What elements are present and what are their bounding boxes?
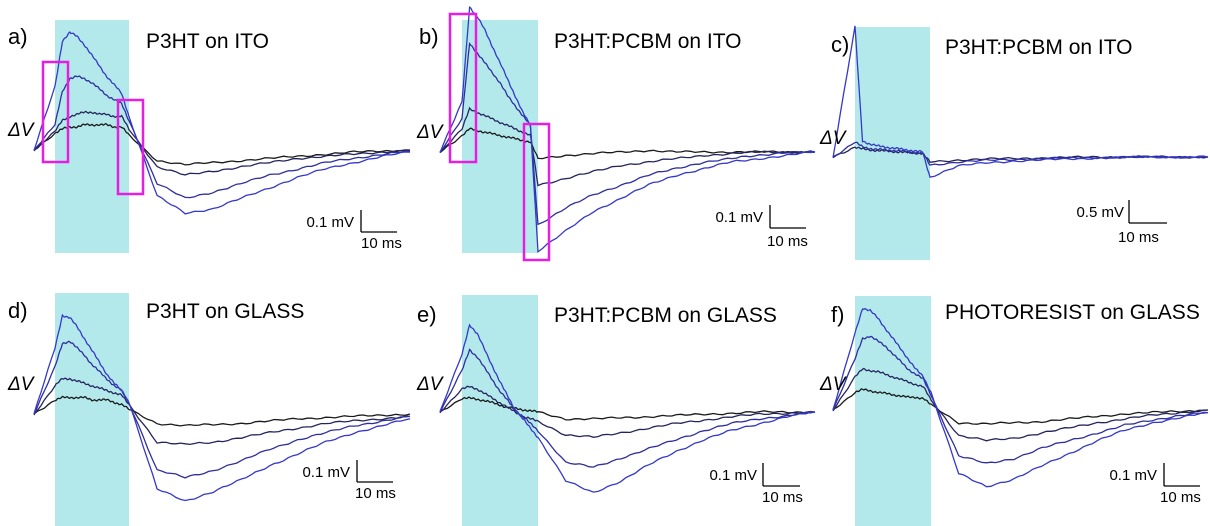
voltage-trace-1 xyxy=(33,122,411,166)
scale-bar-voltage: 0.1 mV xyxy=(302,464,350,481)
panel-c: c) P3HT:PCBM on ITO ΔV 0.5 mV 10 ms xyxy=(819,25,1209,260)
panel-e: e) P3HT:PCBM on GLASS ΔV 0.1 mV 10 ms xyxy=(416,295,816,526)
voltage-trace-2 xyxy=(439,385,816,438)
voltage-trace-2 xyxy=(33,377,411,446)
delta-v-label: ΔV xyxy=(416,374,445,395)
panel-label: a) xyxy=(8,24,28,49)
scale-bar-voltage: 0.1 mV xyxy=(709,467,757,484)
panel-title: P3HT:PCBM on ITO xyxy=(945,36,1133,59)
panel-title: P3HT:PCBM on GLASS xyxy=(554,304,777,327)
delta-v-label: ΔV xyxy=(416,122,445,143)
scale-bar: 0.1 mV 10 ms xyxy=(709,463,803,506)
panel-label: c) xyxy=(831,32,849,57)
scale-bar: 0.1 mV 10 ms xyxy=(302,460,396,502)
scale-bar-time: 10 ms xyxy=(361,235,402,252)
panel-title: P3HT on ITO xyxy=(146,30,269,53)
voltage-trace-3 xyxy=(832,25,1209,178)
panel-b: b) P3HT:PCBM on ITO ΔV 0.1 mV 10 ms xyxy=(416,5,816,262)
voltage-trace-3 xyxy=(33,75,411,199)
panel-title: PHOTORESIST on GLASS xyxy=(945,301,1200,324)
voltage-trace-2 xyxy=(439,106,816,187)
trace-group xyxy=(33,31,411,215)
voltage-trace-4 xyxy=(33,31,411,215)
panel-title: P3HT on GLASS xyxy=(146,300,304,323)
scale-bar: 0.1 mV 10 ms xyxy=(715,205,808,250)
scale-bar-voltage: 0.1 mV xyxy=(1109,467,1157,484)
voltage-trace-4 xyxy=(832,307,1209,488)
delta-v-label: ΔV xyxy=(7,120,36,141)
voltage-trace-2 xyxy=(33,110,411,176)
scale-bar: 0.5 mV 10 ms xyxy=(1076,200,1167,246)
highlight-box-group xyxy=(41,60,145,196)
voltage-trace-4 xyxy=(439,5,816,254)
scale-bar-voltage: 0.1 mV xyxy=(715,209,763,226)
panel-label: b) xyxy=(419,24,439,49)
voltage-trace-4 xyxy=(33,313,411,502)
trace-group xyxy=(33,313,411,502)
voltage-trace-1 xyxy=(439,396,816,421)
panel-d: d) P3HT on GLASS ΔV 0.1 mV 10 ms xyxy=(7,293,411,526)
trace-group xyxy=(832,307,1209,488)
panel-a: a) P3HT on ITO ΔV 0.1 mV 10 ms xyxy=(7,20,411,253)
scale-bar-time: 10 ms xyxy=(1160,489,1201,506)
highlight-box-1 xyxy=(448,12,478,164)
scale-bar-time: 10 ms xyxy=(767,233,808,250)
voltage-trace-2 xyxy=(832,367,1209,442)
highlight-box-2 xyxy=(116,98,145,196)
highlight-box-1 xyxy=(41,60,70,164)
panel-label: f) xyxy=(831,302,844,327)
voltage-trace-3 xyxy=(439,348,816,468)
scale-bar-voltage: 0.5 mV xyxy=(1076,204,1124,221)
panel-label: e) xyxy=(417,302,437,327)
scale-bar-voltage: 0.1 mV xyxy=(306,214,354,231)
highlight-box-group xyxy=(448,12,551,262)
scale-bar-time: 10 ms xyxy=(355,485,396,502)
delta-v-label: ΔV xyxy=(819,128,848,149)
voltage-trace-4 xyxy=(439,323,816,493)
highlight-box-2 xyxy=(522,122,551,262)
delta-v-label: ΔV xyxy=(819,374,848,395)
voltage-trace-3 xyxy=(439,42,816,226)
delta-v-label: ΔV xyxy=(7,374,36,395)
trace-group xyxy=(439,5,816,254)
panel-f: f) PHOTORESIST on GLASS ΔV 0.1 mV 10 ms xyxy=(819,296,1209,526)
light-pulse-shading xyxy=(55,293,129,526)
scale-bar: 0.1 mV 10 ms xyxy=(306,210,402,252)
scale-bar: 0.1 mV 10 ms xyxy=(1109,463,1201,506)
trace-group xyxy=(439,323,816,493)
voltage-trace-3 xyxy=(832,335,1209,464)
scale-bar-time: 10 ms xyxy=(1118,229,1159,246)
panel-title: P3HT:PCBM on ITO xyxy=(554,30,742,53)
trace-group xyxy=(832,25,1209,178)
scale-bar-time: 10 ms xyxy=(762,489,803,506)
light-pulse-shading xyxy=(462,20,538,253)
light-pulse-shading xyxy=(855,296,931,526)
voltage-trace-1 xyxy=(832,388,1209,425)
voltage-trace-1 xyxy=(439,127,816,160)
panel-label: d) xyxy=(8,298,28,323)
voltage-trace-1 xyxy=(33,395,411,427)
